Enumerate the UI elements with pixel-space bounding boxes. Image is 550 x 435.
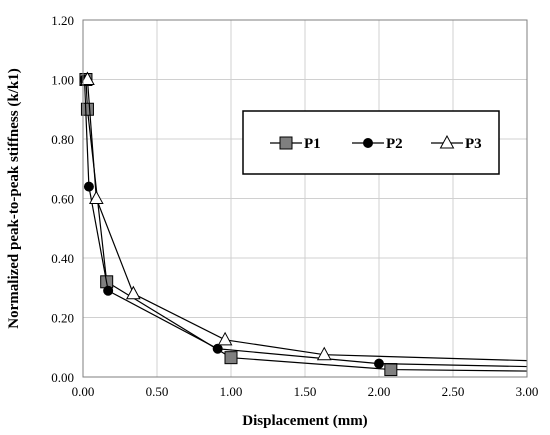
data-point-p1 <box>384 363 398 377</box>
x-tick-label: 1.50 <box>294 384 317 399</box>
x-tick-label: 2.00 <box>368 384 391 399</box>
legend-marker-p1 <box>279 136 293 150</box>
x-tick-label: 2.50 <box>442 384 465 399</box>
legend-marker-p3 <box>439 134 455 149</box>
y-tick-label: 0.80 <box>51 132 74 147</box>
y-tick-label: 0.20 <box>51 311 74 326</box>
series-line-p3 <box>86 79 528 362</box>
y-tick-label: 0.00 <box>51 370 74 385</box>
plot-frame <box>82 19 528 378</box>
x-tick-label: 1.00 <box>220 384 243 399</box>
data-point-p2 <box>374 358 384 369</box>
y-axis-title: Normalized peak-to-peak stiffness (k/k1) <box>6 68 22 328</box>
data-point-p3 <box>88 190 104 204</box>
y-tick-label: 1.20 <box>51 13 74 28</box>
y-tick-label: 0.40 <box>51 251 74 266</box>
legend-label-p2: P2 <box>386 136 403 152</box>
series-layer <box>79 71 528 377</box>
x-tick-label: 3.00 <box>516 384 539 399</box>
legend-label-p3: P3 <box>465 136 482 152</box>
data-point-p2 <box>212 343 223 354</box>
data-point-p3 <box>217 331 233 346</box>
series-p2 <box>79 74 528 369</box>
y-tick-label: 0.60 <box>51 192 74 207</box>
series-p3 <box>80 71 528 362</box>
grid <box>83 20 527 377</box>
legend-marker-p2 <box>363 138 373 148</box>
x-tick-labels: 0.00 0.50 1.00 1.50 2.00 2.50 3.00 <box>72 384 539 399</box>
data-point-p3 <box>316 346 332 361</box>
y-tick-labels: 0.00 0.20 0.40 0.60 0.80 1.00 1.20 <box>51 13 74 385</box>
data-point-p2 <box>103 285 114 296</box>
y-tick-label: 1.00 <box>51 73 74 88</box>
data-point-p3 <box>80 71 95 85</box>
legend-label-p1: P1 <box>304 136 321 152</box>
data-point-p2 <box>83 181 94 192</box>
data-point-p3 <box>125 285 141 300</box>
x-axis-title: Displacement (mm) <box>242 413 367 429</box>
x-tick-label: 0.50 <box>146 384 169 399</box>
x-tick-label: 0.00 <box>72 384 95 399</box>
series-line-p2 <box>83 79 528 368</box>
data-point-p1 <box>224 351 238 365</box>
legend: P1 P2 P3 <box>242 110 500 175</box>
